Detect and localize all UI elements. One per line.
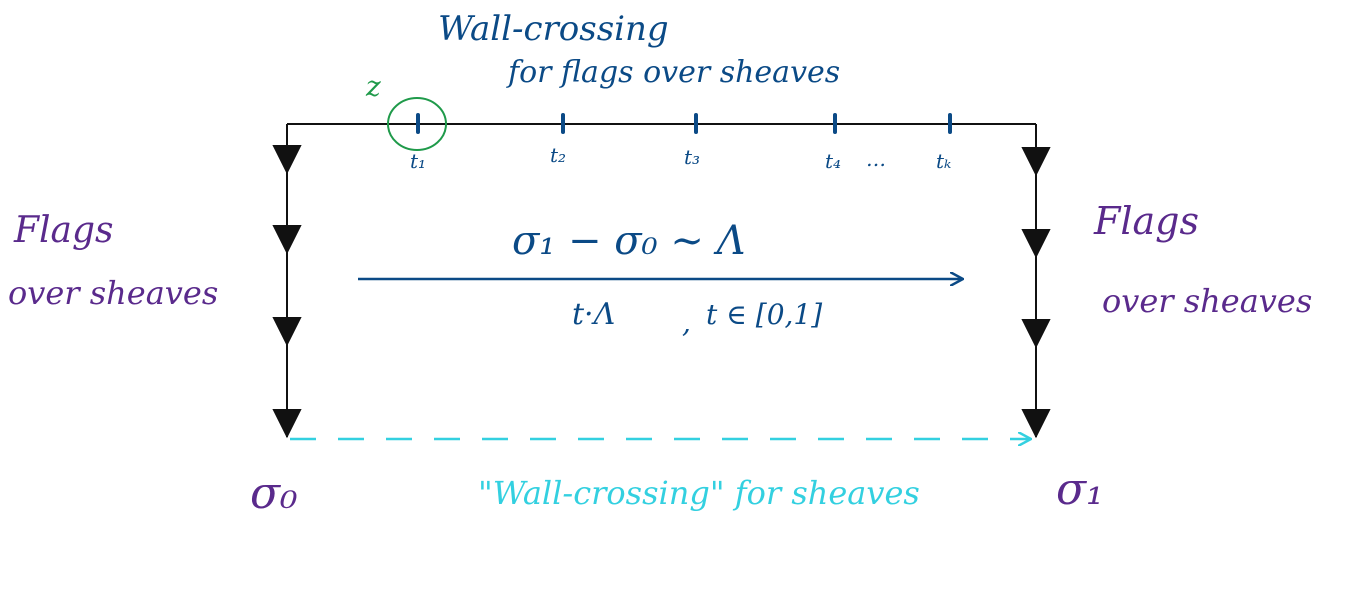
right-arrowhead-2 [1021, 229, 1051, 259]
left-label-line-2: over sheaves [8, 274, 218, 312]
param-separator: , [682, 306, 691, 339]
right-label-line-1: Flags [1093, 199, 1199, 243]
highlight-circle [387, 97, 447, 151]
tick-labels: t₁ t₂ t₃ t₄ … tₖ [410, 143, 951, 173]
sigma-1-label: σ₁ [1056, 464, 1104, 515]
tick-label-1: t₁ [410, 149, 426, 173]
left-arrowhead-2 [272, 225, 302, 255]
param-t-lambda: t·Λ [572, 297, 615, 332]
left-edge-arrowheads [272, 145, 302, 439]
tick-label-ellipsis: … [866, 147, 886, 171]
tick-label-k: tₖ [936, 149, 951, 173]
top-ticks [416, 113, 952, 134]
left-arrowhead-1 [272, 145, 302, 175]
circle-label: z [365, 70, 381, 103]
bottom-label: "Wall-crossing" for sheaves [478, 474, 920, 512]
tick-label-2: t₂ [550, 143, 566, 167]
right-edge-arrowheads [1021, 147, 1051, 439]
right-arrowhead-1 [1021, 147, 1051, 177]
left-arrowhead-3 [272, 317, 302, 347]
tick-label-4: t₄ [825, 149, 841, 173]
equation: σ₁ − σ₀ ∼ Λ [512, 218, 745, 264]
tick-label-3: t₃ [684, 145, 700, 169]
title-line-2: for flags over sheaves [506, 55, 840, 90]
right-arrowhead-4 [1021, 409, 1051, 439]
left-arrowhead-4 [272, 409, 302, 439]
right-label-line-2: over sheaves [1102, 282, 1312, 320]
sigma-0-label: σ₀ [250, 468, 298, 519]
right-arrowhead-3 [1021, 319, 1051, 349]
param-range: t ∈ [0,1] [706, 298, 822, 331]
left-label-line-1: Flags [13, 210, 113, 251]
title-line-1: Wall-crossing [438, 9, 669, 49]
